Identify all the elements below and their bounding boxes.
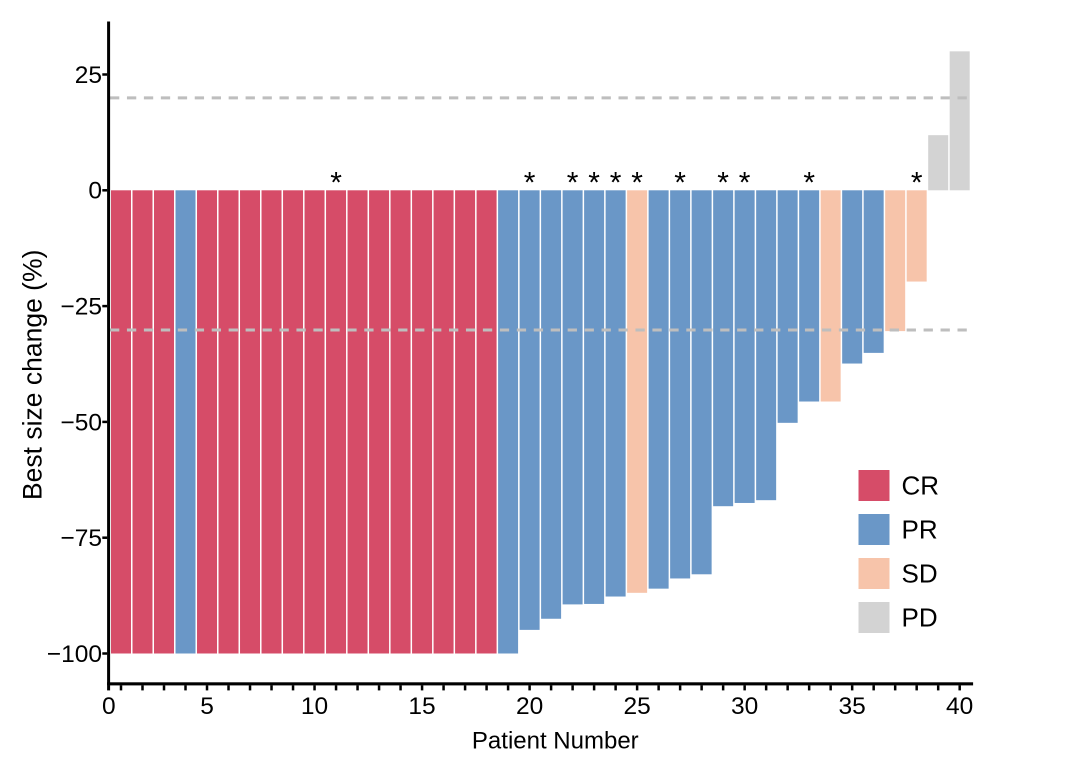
svg-text:10: 10	[301, 693, 328, 720]
svg-text:Best size change (%): Best size change (%)	[18, 250, 48, 500]
svg-text:PD: PD	[902, 602, 938, 632]
svg-text:25: 25	[75, 62, 102, 89]
svg-text:40: 40	[946, 693, 973, 720]
svg-text:SD: SD	[902, 558, 938, 588]
svg-text:5: 5	[200, 693, 214, 720]
svg-text:PR: PR	[902, 514, 938, 544]
svg-text:*: *	[717, 167, 729, 200]
svg-text:−25: −25	[60, 294, 102, 321]
svg-text:CR: CR	[902, 470, 940, 500]
svg-text:20: 20	[516, 693, 543, 720]
svg-text:−75: −75	[60, 525, 102, 552]
svg-text:35: 35	[839, 693, 866, 720]
svg-text:*: *	[524, 167, 536, 200]
svg-text:*: *	[674, 167, 686, 200]
svg-text:−100: −100	[47, 641, 102, 668]
svg-text:*: *	[588, 167, 600, 200]
svg-text:*: *	[567, 167, 579, 200]
svg-text:15: 15	[408, 693, 435, 720]
svg-text:*: *	[330, 167, 342, 200]
svg-text:*: *	[911, 167, 923, 200]
svg-text:*: *	[803, 167, 815, 200]
svg-text:*: *	[631, 167, 643, 200]
svg-text:0: 0	[102, 693, 116, 720]
svg-text:30: 30	[731, 693, 758, 720]
svg-text:*: *	[739, 167, 751, 200]
svg-text:Patient Number: Patient Number	[472, 728, 639, 755]
svg-text:25: 25	[623, 693, 650, 720]
svg-text:0: 0	[88, 178, 102, 205]
svg-text:−50: −50	[60, 409, 102, 436]
svg-text:*: *	[610, 167, 622, 200]
